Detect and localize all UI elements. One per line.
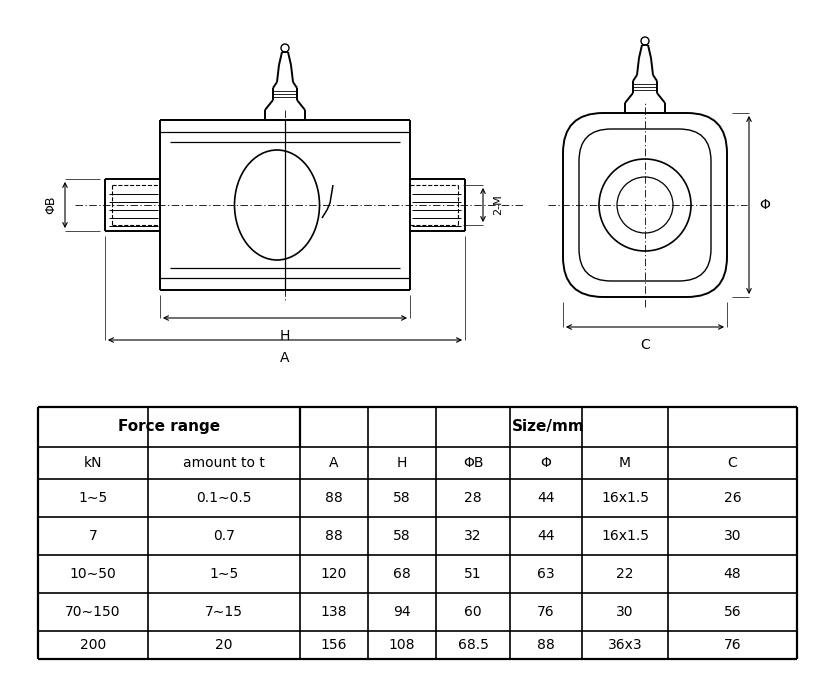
Text: Force range: Force range: [118, 419, 220, 435]
Text: 1∼5: 1∼5: [78, 491, 108, 505]
Text: H: H: [397, 456, 407, 470]
Text: ΦB: ΦB: [44, 196, 58, 214]
Text: 88: 88: [325, 491, 343, 505]
Text: 1∼5: 1∼5: [210, 567, 239, 581]
Text: 200: 200: [80, 638, 106, 652]
Text: 156: 156: [321, 638, 347, 652]
Text: A: A: [281, 351, 290, 365]
Text: 7∼15: 7∼15: [205, 605, 243, 619]
Text: amount to t: amount to t: [183, 456, 265, 470]
Text: 44: 44: [537, 491, 554, 505]
Text: ΦB: ΦB: [463, 456, 483, 470]
Text: 10∼50: 10∼50: [69, 567, 116, 581]
Text: 30: 30: [724, 529, 741, 543]
Text: 16x1.5: 16x1.5: [601, 491, 649, 505]
Text: 108: 108: [389, 638, 415, 652]
Text: 48: 48: [724, 567, 741, 581]
Text: C: C: [640, 338, 650, 352]
Text: 76: 76: [537, 605, 554, 619]
Text: 7: 7: [89, 529, 98, 543]
Text: Φ: Φ: [759, 198, 770, 212]
Text: 120: 120: [321, 567, 347, 581]
Text: 88: 88: [537, 638, 555, 652]
Text: 30: 30: [616, 605, 634, 619]
Text: 58: 58: [393, 529, 411, 543]
Text: 36x3: 36x3: [608, 638, 642, 652]
Text: 44: 44: [537, 529, 554, 543]
Text: Size/mm: Size/mm: [512, 419, 584, 435]
Text: A: A: [329, 456, 339, 470]
Text: 94: 94: [393, 605, 411, 619]
Text: 2-M: 2-M: [493, 194, 503, 215]
Text: 22: 22: [616, 567, 634, 581]
Text: kN: kN: [84, 456, 102, 470]
Text: 68: 68: [393, 567, 411, 581]
Text: Φ: Φ: [540, 456, 551, 470]
Text: 26: 26: [724, 491, 741, 505]
Text: 20: 20: [215, 638, 233, 652]
Text: M: M: [619, 456, 631, 470]
Text: 70∼150: 70∼150: [65, 605, 121, 619]
Text: 56: 56: [724, 605, 741, 619]
Text: 28: 28: [464, 491, 482, 505]
Text: 68.5: 68.5: [458, 638, 488, 652]
Text: 63: 63: [537, 567, 554, 581]
Text: 138: 138: [321, 605, 347, 619]
Text: 76: 76: [724, 638, 741, 652]
Text: 58: 58: [393, 491, 411, 505]
Text: H: H: [280, 329, 291, 343]
Text: 60: 60: [464, 605, 482, 619]
Text: C: C: [727, 456, 737, 470]
Text: 51: 51: [464, 567, 482, 581]
Text: 88: 88: [325, 529, 343, 543]
Text: 32: 32: [464, 529, 482, 543]
Text: 16x1.5: 16x1.5: [601, 529, 649, 543]
Text: 0.1∼0.5: 0.1∼0.5: [196, 491, 251, 505]
Text: 0.7: 0.7: [213, 529, 235, 543]
